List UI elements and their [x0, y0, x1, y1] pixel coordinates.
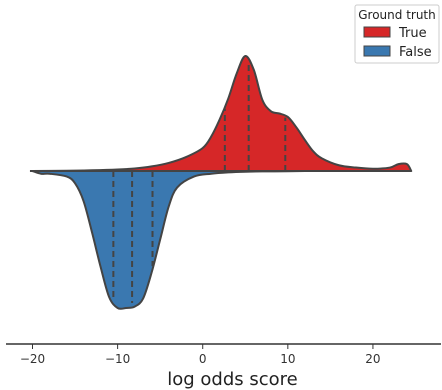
legend-label-false: False	[399, 45, 432, 60]
x-tick-label: 0	[199, 352, 207, 366]
x-tick-label: −10	[105, 352, 130, 366]
quartile-lines	[112, 64, 287, 303]
x-tick-label: 10	[280, 352, 295, 366]
true-density-area	[31, 55, 413, 172]
legend-label-true: True	[398, 26, 427, 41]
x-tick-label: 20	[365, 352, 380, 366]
x-axis-title: log odds score	[167, 369, 298, 390]
legend-swatch-false	[363, 45, 391, 57]
x-axis-ticks: −20 −10 0 10 20	[20, 344, 381, 366]
x-tick-label: −20	[20, 352, 45, 366]
legend: Ground truth True False	[354, 4, 440, 64]
false-density-area	[31, 170, 306, 310]
plot-area	[29, 55, 413, 310]
legend-swatch-true	[363, 26, 391, 38]
legend-title: Ground truth	[358, 8, 436, 22]
